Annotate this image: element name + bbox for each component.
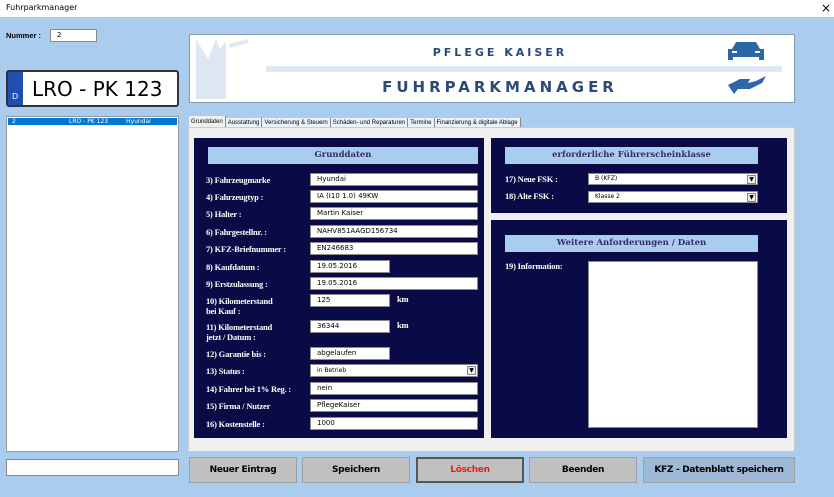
- bottom-input[interactable]: [6, 459, 179, 476]
- field-input[interactable]: PflegeKaiser: [310, 399, 478, 412]
- field-input[interactable]: NAHV851AAGD156734: [310, 225, 478, 238]
- tab-bar: Grunddaten Ausstattung Versicherung & St…: [189, 116, 521, 128]
- exit-button[interactable]: Beenden: [529, 457, 637, 483]
- field-label: 13) Status :: [206, 366, 245, 376]
- field-input[interactable]: nein: [310, 382, 478, 395]
- nummer-input[interactable]: 2: [50, 29, 97, 42]
- export-datasheet-button[interactable]: KFZ - Datenblatt speichern: [643, 457, 795, 483]
- list-item-nr: 2: [12, 118, 16, 125]
- tab-schaeden[interactable]: Schäden- und Reparaturen: [330, 118, 409, 128]
- delete-button[interactable]: Löschen: [416, 457, 524, 483]
- field-input[interactable]: abgelaufen: [310, 347, 390, 360]
- tab-termine[interactable]: Termine: [408, 118, 435, 128]
- tab-versicherung[interactable]: Versicherung & Steuern: [262, 118, 331, 128]
- field-label: 11) Kilometerstand jetzt / Datum :: [206, 322, 273, 342]
- list-item-brand: Hyundai: [126, 118, 151, 125]
- license-plate: D LRO - PK 123: [6, 70, 179, 107]
- field-label: 5) Halter :: [206, 209, 242, 219]
- window-title: Fuhrparkmanager: [6, 3, 78, 12]
- eu-strip: D: [8, 72, 23, 105]
- information-label: 19) Information:: [505, 261, 563, 271]
- unit-label: km: [397, 320, 409, 330]
- information-textarea[interactable]: [588, 261, 758, 428]
- neue-fsk-select[interactable]: B (KFZ) ▼: [588, 173, 758, 185]
- field-label: 14) Fahrer bei 1% Reg. :: [206, 384, 292, 394]
- field-input[interactable]: 125: [310, 294, 390, 307]
- field-value: Martin Kaiser: [317, 209, 364, 217]
- title-bar: Fuhrparkmanager ×: [0, 0, 834, 17]
- field-input[interactable]: 36344: [310, 320, 390, 333]
- field-input[interactable]: IA (I10 1.0) 49KW: [310, 190, 478, 203]
- plate-country: D: [12, 92, 19, 101]
- new-entry-button[interactable]: Neuer Eintrag: [189, 457, 297, 483]
- alte-fsk-select[interactable]: Klasse 2 ▼: [588, 191, 758, 203]
- field-value: PflegeKaiser: [317, 401, 361, 409]
- list-item-plate: LRO - PK 123: [69, 118, 109, 125]
- plate-text: LRO - PK 123: [32, 77, 163, 101]
- field-input[interactable]: 1000: [310, 417, 478, 430]
- field-input[interactable]: Martin Kaiser: [310, 207, 478, 220]
- vehicle-list[interactable]: 2 LRO - PK 123 Hyundai: [6, 116, 179, 452]
- field-input[interactable]: 19.05.2016: [310, 260, 390, 273]
- logo-icon: [196, 39, 248, 99]
- field-value: EN246683: [317, 244, 354, 252]
- chevron-down-icon[interactable]: ▼: [747, 193, 756, 202]
- field-label: 7) KFZ-Briefnummer :: [206, 244, 286, 254]
- grunddaten-header: Grunddaten: [208, 147, 478, 164]
- field-input[interactable]: in Betrieb ▼: [310, 364, 478, 377]
- car-icon: [728, 42, 764, 60]
- banner-divider: [266, 66, 782, 72]
- hand-icon: [728, 76, 766, 94]
- nummer-label: Nummer :: [6, 31, 42, 40]
- fsk-header: erforderliche Führerscheinklasse: [505, 147, 758, 164]
- field-value: abgelaufen: [317, 349, 357, 357]
- field-input[interactable]: 19.05.2016: [310, 277, 478, 290]
- banner: PFLEGE KAISER FUHRPARKMANAGER: [189, 34, 795, 103]
- neue-fsk-value: B (KFZ): [595, 175, 618, 182]
- field-label: 12) Garantie bis :: [206, 349, 266, 359]
- field-value: 36344: [317, 322, 340, 330]
- save-button[interactable]: Speichern: [302, 457, 410, 483]
- field-value: in Betrieb: [317, 367, 347, 374]
- tab-finanzierung[interactable]: Finanzierung & digitale Ablage: [434, 118, 521, 128]
- field-label: 4) Fahrzeugtyp :: [206, 192, 264, 202]
- field-label: 6) Fahrgestellnr. :: [206, 227, 267, 237]
- field-label: 10) Kilometerstand bei Kauf :: [206, 296, 273, 316]
- field-label: 3) Fahrzeugmarke: [206, 175, 271, 185]
- chevron-down-icon[interactable]: ▼: [467, 366, 476, 375]
- alte-fsk-label: 18) Alte FSK :: [505, 191, 554, 201]
- tab-ausstattung[interactable]: Ausstattung: [225, 118, 263, 128]
- field-label: 9) Erstzulassung :: [206, 279, 268, 289]
- field-value: Hyundai: [317, 175, 346, 183]
- field-value: 1000: [317, 419, 335, 427]
- banner-title: FUHRPARKMANAGER: [382, 78, 618, 96]
- field-input[interactable]: Hyundai: [310, 173, 478, 186]
- field-value: 19.05.2016: [317, 262, 358, 270]
- field-label: 15) Firma / Nutzer: [206, 401, 271, 411]
- field-value: IA (I10 1.0) 49KW: [317, 192, 379, 200]
- weitere-header: Weitere Anforderungen / Daten: [505, 235, 758, 252]
- field-value: nein: [317, 384, 333, 392]
- field-value: NAHV851AAGD156734: [317, 227, 398, 235]
- field-label: 16) Kostenstelle :: [206, 419, 265, 429]
- field-value: 125: [317, 296, 331, 304]
- field-label: 8) Kaufdatum :: [206, 262, 260, 272]
- banner-company: PFLEGE KAISER: [432, 46, 568, 59]
- list-item[interactable]: 2 LRO - PK 123 Hyundai: [8, 118, 177, 125]
- neue-fsk-label: 17) Neue FSK :: [505, 174, 558, 184]
- tab-grunddaten[interactable]: Grunddaten: [189, 116, 226, 128]
- close-icon[interactable]: ×: [821, 1, 832, 15]
- alte-fsk-value: Klasse 2: [595, 193, 620, 200]
- chevron-down-icon[interactable]: ▼: [747, 175, 756, 184]
- field-input[interactable]: EN246683: [310, 242, 478, 255]
- field-value: 19.05.2016: [317, 279, 358, 287]
- unit-label: km: [397, 294, 409, 304]
